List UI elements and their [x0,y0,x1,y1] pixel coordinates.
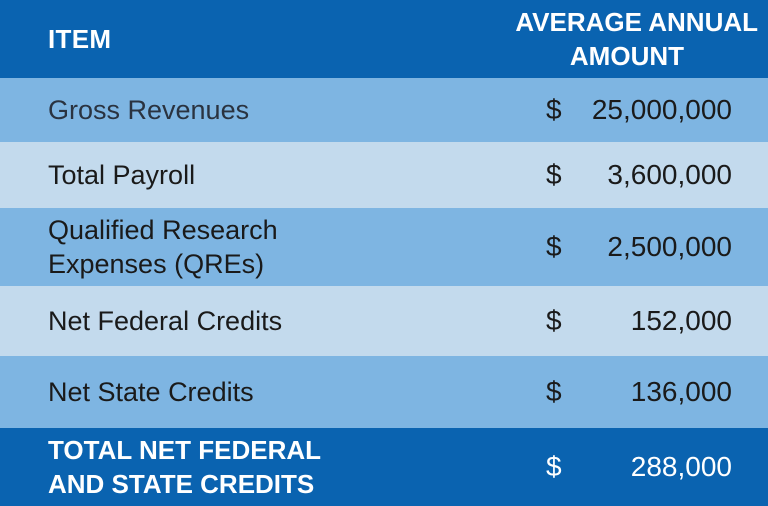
row-item-label-line2: Expenses (QREs) [48,249,265,279]
currency-symbol: $ [546,305,562,336]
table-row: Net State Credits $ 136,000 [0,356,768,428]
row-amount: 152,000 [630,305,732,336]
row-amount: 2,500,000 [607,231,732,262]
item-column-header: ITEM [48,24,112,54]
amount-header-line1: AVERAGE ANNUAL [515,7,758,37]
row-item-label-line1: Qualified Research [48,215,278,245]
amount-header-line2: AMOUNT [569,41,684,71]
table-row: Qualified Research Expenses (QREs) $ 2,5… [0,208,768,286]
row-amount: 25,000,000 [591,94,732,125]
amount-column-header: AVERAGE ANNUAL AMOUNT [478,5,758,73]
row-item-label: Total Payroll [48,160,196,190]
currency-symbol: $ [546,94,562,125]
total-label-line2: AND STATE CREDITS [48,469,315,499]
row-item-label: Net Federal Credits [48,306,283,336]
total-row: TOTAL NET FEDERAL AND STATE CREDITS $ 28… [0,428,768,506]
currency-symbol: $ [546,159,562,190]
table-row: Gross Revenues $ 25,000,000 [0,78,768,142]
row-item-label: Qualified Research Expenses (QREs) [48,213,488,281]
total-amount: 288,000 [630,451,732,482]
row-item-label: Net State Credits [48,377,254,407]
row-amount: 3,600,000 [607,159,732,190]
row-item-label: Gross Revenues [48,95,250,125]
currency-symbol: $ [546,451,562,482]
currency-symbol: $ [546,231,562,262]
currency-symbol: $ [546,376,562,407]
total-label-line1: TOTAL NET FEDERAL [48,435,321,465]
table-row: Total Payroll $ 3,600,000 [0,142,768,208]
row-amount: 136,000 [630,376,732,407]
table-row: Net Federal Credits $ 152,000 [0,286,768,356]
total-item-label: TOTAL NET FEDERAL AND STATE CREDITS [48,433,488,501]
table-header: ITEM AVERAGE ANNUAL AMOUNT [0,0,768,78]
